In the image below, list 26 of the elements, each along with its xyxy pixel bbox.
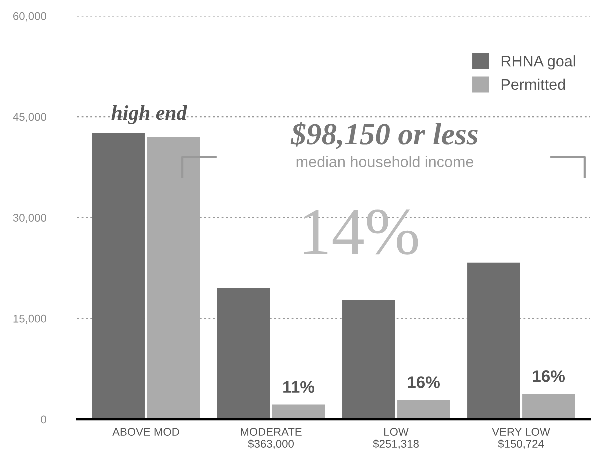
bar [342, 300, 396, 420]
bar [468, 262, 520, 420]
annotation: median household income [296, 156, 474, 168]
x-tick-label: ABOVE MOD [112, 428, 180, 436]
annotation: 16% [533, 370, 566, 382]
annotation: 16% [408, 376, 440, 388]
bar [217, 288, 270, 420]
annotation: high end [112, 106, 188, 124]
bar [522, 394, 576, 420]
y-tick-label: 45,000 [13, 113, 46, 122]
bar [92, 133, 145, 420]
y-tick-label: 30,000 [13, 214, 46, 224]
y-tick-label: 60,000 [14, 12, 46, 22]
x-tick-label: MODERATE $363,000 [241, 428, 302, 450]
x-tick-label: VERY LOW $150,724 [492, 428, 550, 450]
bar [398, 400, 450, 420]
annotation: $98,150 or less [290, 122, 478, 150]
legend-label: Permitted [502, 78, 566, 90]
annotation: 14% [304, 210, 418, 255]
legend-label: RHNA goal [502, 56, 576, 70]
bar [147, 137, 200, 420]
annotation: 11% [284, 381, 315, 394]
x-tick-label: LOW $251,318 [373, 428, 419, 450]
bar [272, 404, 326, 420]
y-tick-label: 15,000 [14, 314, 46, 324]
y-tick-label: 0 [41, 416, 46, 424]
